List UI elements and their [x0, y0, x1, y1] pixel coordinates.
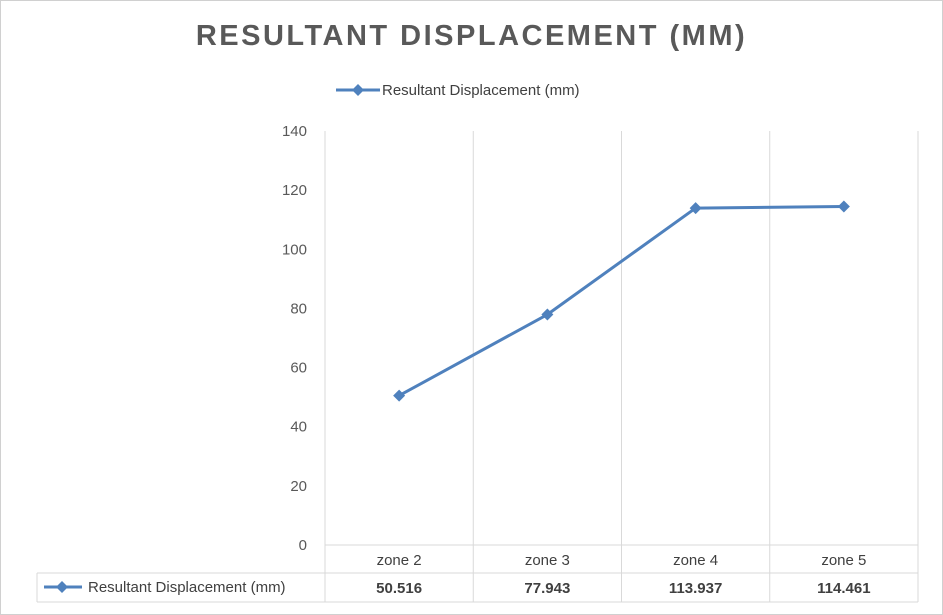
table-row-label: Resultant Displacement (mm): [88, 579, 286, 596]
y-tick-label: 100: [282, 241, 307, 258]
legend: Resultant Displacement (mm): [336, 79, 580, 101]
y-tick-label: 60: [290, 360, 307, 377]
table-legend-diamond-icon: [56, 581, 68, 593]
y-tick-label: 20: [290, 478, 307, 495]
y-tick-label: 140: [282, 123, 307, 140]
table-cell-value: 77.943: [524, 580, 570, 597]
table-cell-value: 114.461: [817, 580, 870, 597]
legend-label: Resultant Displacement (mm): [382, 81, 580, 99]
y-tick-label: 80: [290, 300, 307, 317]
category-label: zone 3: [525, 552, 570, 569]
category-label: zone 4: [673, 552, 718, 569]
y-tick-label: 120: [282, 182, 307, 199]
table-cell-value: 50.516: [376, 580, 422, 597]
y-tick-label: 0: [299, 537, 307, 554]
chart-title: RESULTANT DISPLACEMENT (MM): [195, 20, 748, 52]
series-line: [398, 205, 844, 397]
data-point-marker: [689, 202, 702, 215]
data-point-marker: [541, 308, 554, 321]
table-cell-value: 113.937: [669, 580, 722, 597]
category-label: zone 5: [821, 552, 866, 569]
y-tick-label: 40: [290, 419, 307, 436]
category-label: zone 2: [377, 552, 422, 569]
data-point-marker: [837, 200, 850, 213]
legend-line-marker-icon: [336, 84, 380, 96]
data-point-marker: [393, 389, 406, 402]
